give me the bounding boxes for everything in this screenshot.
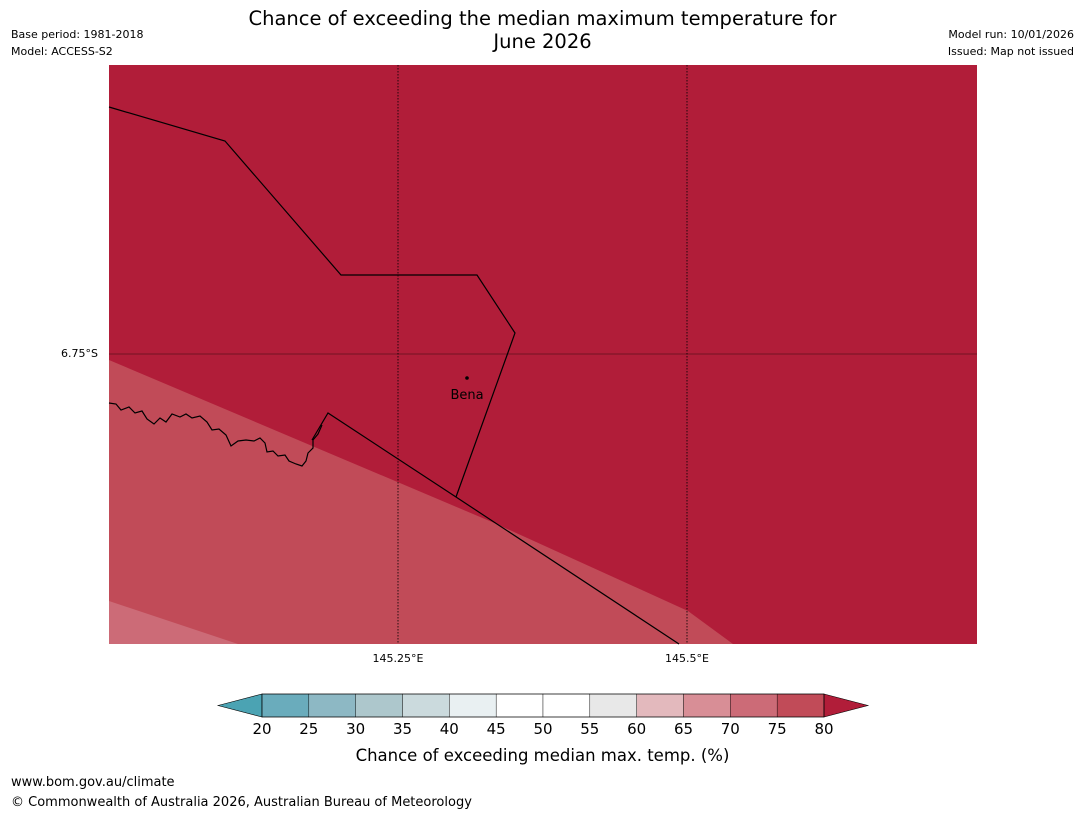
colorbar-cell-65-70 bbox=[683, 693, 731, 718]
colorbar-tick-20: 20 bbox=[252, 720, 272, 738]
colorbar-tick-65: 65 bbox=[673, 720, 694, 738]
colorbar-cell-45-50 bbox=[495, 693, 544, 718]
colorbar-tick-50: 50 bbox=[533, 720, 553, 738]
footer-url[interactable]: www.bom.gov.au/climate bbox=[11, 775, 175, 790]
fill-75-80 bbox=[109, 360, 733, 644]
colorbar-tick-75: 75 bbox=[767, 720, 787, 738]
colorbar-cell-75-80 bbox=[776, 693, 825, 718]
town-marker-icon[interactable] bbox=[465, 376, 469, 380]
base-period-label: Base period: 1981-2018 bbox=[11, 28, 144, 41]
colorbar-tick-35: 35 bbox=[392, 720, 413, 738]
map-title-line2: June 2026 bbox=[493, 30, 592, 53]
colorbar-cell-70-75 bbox=[730, 693, 778, 718]
colorbar-cell-35-40 bbox=[402, 693, 450, 718]
province-border bbox=[108, 106, 516, 498]
colorbar-low-arrow bbox=[216, 693, 263, 718]
issued-label: Issued: Map not issued bbox=[947, 45, 1074, 58]
model-label: Model: ACCESS-S2 bbox=[11, 45, 113, 58]
fill-70-75 bbox=[109, 601, 238, 644]
colorbar-frame bbox=[261, 693, 825, 718]
header-meta-right: Model run: 10/01/2026 Issued: Map not is… bbox=[948, 26, 1074, 60]
header-meta-left: Base period: 1981-2018 Model: ACCESS-S2 bbox=[11, 26, 143, 60]
footer-copyright: © Commonwealth of Australia 2026, Austra… bbox=[11, 795, 472, 810]
colorbar-cell-40-45 bbox=[449, 693, 497, 718]
model-run-label: Model run: 10/01/2026 bbox=[948, 28, 1074, 41]
colorbar-tick-25: 25 bbox=[299, 720, 319, 738]
river bbox=[108, 402, 323, 467]
colorbar-tick-60: 60 bbox=[627, 720, 647, 738]
map-panel[interactable] bbox=[108, 65, 977, 645]
colorbar-tick-45: 45 bbox=[486, 720, 506, 738]
colorbar-title: Chance of exceeding median max. temp. (%… bbox=[355, 746, 730, 765]
lat-label-6-75: 6.75°S bbox=[61, 347, 98, 360]
colorbar-tick-80: 80 bbox=[814, 720, 834, 738]
province-border-south bbox=[311, 412, 680, 645]
colorbar-cells bbox=[261, 693, 825, 718]
colorbar-cell-60-65 bbox=[636, 693, 684, 718]
colorbar-cell-50-55 bbox=[542, 693, 591, 718]
colorbar-tick-70: 70 bbox=[720, 720, 740, 738]
lon-label-145-5: 145.5°E bbox=[665, 652, 709, 665]
map-title: Chance of exceeding the median maximum t… bbox=[200, 7, 885, 53]
colorbar-cell-20-25 bbox=[261, 693, 310, 718]
colorbar-high-arrow bbox=[823, 693, 870, 718]
colorbar-cell-30-35 bbox=[355, 693, 403, 718]
colorbar-tick-40: 40 bbox=[439, 720, 459, 738]
colorbar-tick-55: 55 bbox=[580, 720, 600, 738]
colorbar-cell-25-30 bbox=[308, 693, 356, 718]
colorbar bbox=[216, 693, 870, 718]
place-label-bena: Bena bbox=[450, 388, 484, 403]
map-title-line1: Chance of exceeding the median maximum t… bbox=[248, 7, 837, 30]
colorbar-cell-55-60 bbox=[589, 693, 637, 718]
colorbar-tick-30: 30 bbox=[346, 720, 366, 738]
lon-label-145-25: 145.25°E bbox=[372, 652, 424, 665]
